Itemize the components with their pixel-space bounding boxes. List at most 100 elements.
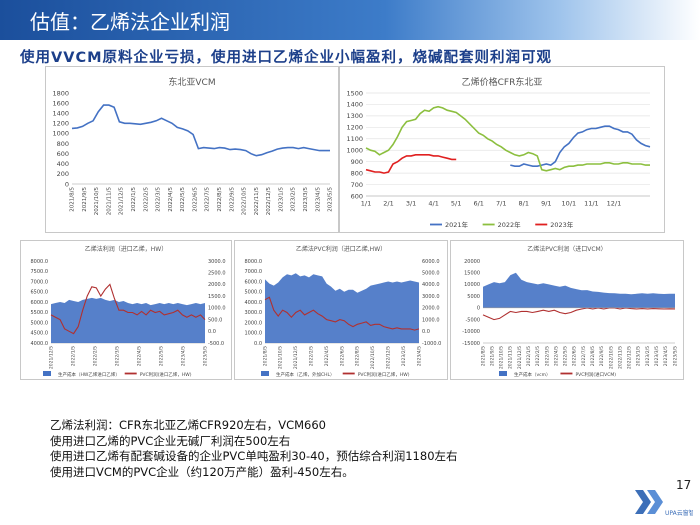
x-tick-label: 6/1 [473, 200, 483, 208]
y-tick-label: 5000 [467, 294, 480, 300]
x-tick-label: 2022/6/5 [193, 187, 199, 212]
legend-label: 2022年 [498, 220, 522, 229]
legend-label: 生产成本（HW乙烯进口乙烯） [58, 371, 120, 378]
y-tick-label: 1600 [52, 99, 69, 107]
y-tick-label: 1800 [52, 89, 69, 97]
y-tick-label: 6000.0 [31, 300, 49, 306]
x-tick-label: 2022/12/5 [386, 346, 392, 369]
y-tick-label: -5000 [465, 317, 480, 323]
x-tick-label: 2022/10/5 [242, 187, 248, 216]
page-title: 估值：乙烯法企业利润 [30, 10, 230, 34]
x-tick-label: 2023/5/5 [328, 187, 334, 212]
chart-title: 乙烯价格CFR东北亚 [462, 76, 543, 88]
y2-tick-label: 500.0 [208, 317, 222, 323]
chart-title: 东北亚VCM [168, 76, 215, 88]
y-tick-label: 0.0 [254, 341, 262, 347]
chart-title: 乙烯法利润（进口乙烯，HW） [85, 245, 167, 253]
y-tick-label: 4000.0 [245, 300, 263, 306]
x-tick-label: 2022/6/5 [572, 346, 578, 366]
y-tick-label: 1400 [52, 109, 69, 117]
y-tick-label: 200 [57, 170, 69, 178]
x-tick-label: 2021/8/5 [262, 346, 268, 366]
x-tick-label: 2022/5/5 [180, 187, 186, 212]
y-tick-label: 800 [57, 140, 69, 148]
x-tick-label: 2021/11/5 [107, 187, 113, 216]
y2-tick-label: 3000.0 [422, 294, 440, 300]
x-tick-label: 2022/4/5 [324, 346, 330, 366]
chart-pvc-hw-2: 乙烯法PVC利润（进口乙烯,HW） 0.0 1000.0 2000.0 3000.0 40… [234, 240, 448, 380]
y-tick-label: 600 [351, 192, 363, 200]
title-bar: 估值：乙烯法企业利润 [0, 0, 700, 40]
y-tick-label: 5000.0 [31, 320, 49, 326]
y2-tick-label: 2500.0 [208, 270, 226, 276]
y-tick-label: 800 [351, 169, 363, 177]
y2-tick-label: 1000.0 [208, 306, 226, 312]
series-line-0 [71, 104, 330, 157]
logo-text: UPA云窗智 [665, 509, 693, 517]
legend-label: PVC利润(进口乙烯，HW) [140, 371, 192, 378]
x-tick-label: 2023/3/5 [654, 346, 660, 366]
y-tick-label: 2000.0 [245, 320, 263, 326]
x-tick-label: 2021/10/5 [94, 187, 100, 216]
y-tick-label: 6500.0 [31, 290, 49, 296]
footnote-line: 使用进口VCM的PVC企业（约120万产能）盈利-450左右。 [50, 464, 354, 479]
x-tick-label: 2022/10/5 [370, 346, 376, 369]
y-tick-label: 1400 [346, 101, 363, 109]
chart-ethylene: 乙烯价格CFR东北亚 600 700 800 900 1000 1100 1200 1300 14… [339, 66, 665, 233]
x-tick-label: 2022/3/5 [544, 346, 550, 366]
y-tick-label: 400 [57, 160, 69, 168]
y-tick-label: 1200 [346, 124, 363, 132]
y-tick-label: 1500 [346, 89, 363, 97]
legend-label: 2021年 [445, 220, 469, 229]
y-tick-label: 0 [477, 306, 480, 312]
x-tick-label: 2021/8/5 [70, 187, 76, 212]
x-tick-label: 2022/7/5 [581, 346, 587, 366]
logo-icon: UPA云窗智 [635, 490, 693, 517]
y-tick-label: 5500.0 [31, 310, 49, 316]
y-tick-label: 7000.0 [245, 269, 263, 275]
y-tick-label: 7000.0 [31, 279, 49, 285]
x-tick-label: 1/1 [361, 200, 371, 208]
footnote-line: 使用进口乙烯的PVC企业无碱厂利润在500左右 [50, 433, 291, 448]
chart-svg: 乙烯价格CFR东北亚 600 700 800 900 1000 1100 1200 1300 14… [346, 76, 651, 229]
x-tick-label: 2023/4/5 [180, 346, 186, 366]
x-tick-label: 9/1 [541, 200, 551, 208]
x-tick-label: 2022/1/5 [70, 346, 76, 366]
y-tick-label: 1000 [346, 146, 363, 154]
y-tick-label: 700 [351, 181, 363, 189]
y-tick-label: 3000.0 [245, 310, 263, 316]
x-tick-label: 10/1 [562, 200, 577, 208]
series-line-2 [365, 154, 457, 174]
x-tick-label: 2023/3/5 [303, 186, 309, 211]
x-tick-label: 2021/12/5 [48, 346, 54, 369]
x-tick-label: 2021/9/5 [82, 187, 88, 212]
series-area-0 [483, 272, 675, 308]
x-tick-label: 2023/2/5 [291, 186, 297, 211]
x-tick-label: 2022/1/5 [131, 186, 137, 211]
x-tick-label: 2022/2/5 [309, 346, 315, 366]
legend-label: PVC利润(进口乙烯，HW) [358, 371, 410, 378]
x-tick-label: 2023/4/5 [315, 186, 321, 211]
series-line-1 [365, 105, 650, 172]
y-tick-label: 8000.0 [31, 259, 49, 265]
chart-svg: 乙烯法PVC利润（进口乙烯,HW） 0.0 1000.0 2000.0 3000.0 40… [245, 245, 442, 378]
y2-tick-label: 3000.0 [208, 259, 226, 265]
y-tick-label: 1100 [346, 135, 363, 143]
chart-svg: 乙烯法利润（进口乙烯，HW） 4000.0 4500.0 5000.0 5500.0 60… [31, 245, 226, 378]
x-tick-label: 2021/9/5 [489, 346, 495, 366]
x-tick-label: 2022/8/5 [590, 346, 596, 366]
y2-tick-label: -1000.0 [422, 341, 441, 347]
x-tick-label: 2022/12/5 [627, 346, 633, 369]
x-tick-label: 2022/8/5 [217, 186, 223, 211]
legend-swatch [261, 371, 269, 376]
x-tick-label: 2023/4/5 [663, 346, 669, 366]
y-tick-label: 6000.0 [245, 279, 263, 285]
x-tick-label: 2022/4/5 [168, 187, 174, 212]
x-tick-label: 5/1 [451, 200, 461, 208]
y-tick-label: 1300 [346, 112, 363, 120]
y2-tick-label: 6000.0 [422, 259, 440, 265]
x-tick-label: 2022/9/5 [229, 186, 235, 211]
x-tick-label: 2022/10/5 [608, 346, 614, 369]
y-tick-label: 600 [57, 150, 69, 158]
y-tick-label: 20000 [464, 259, 480, 265]
